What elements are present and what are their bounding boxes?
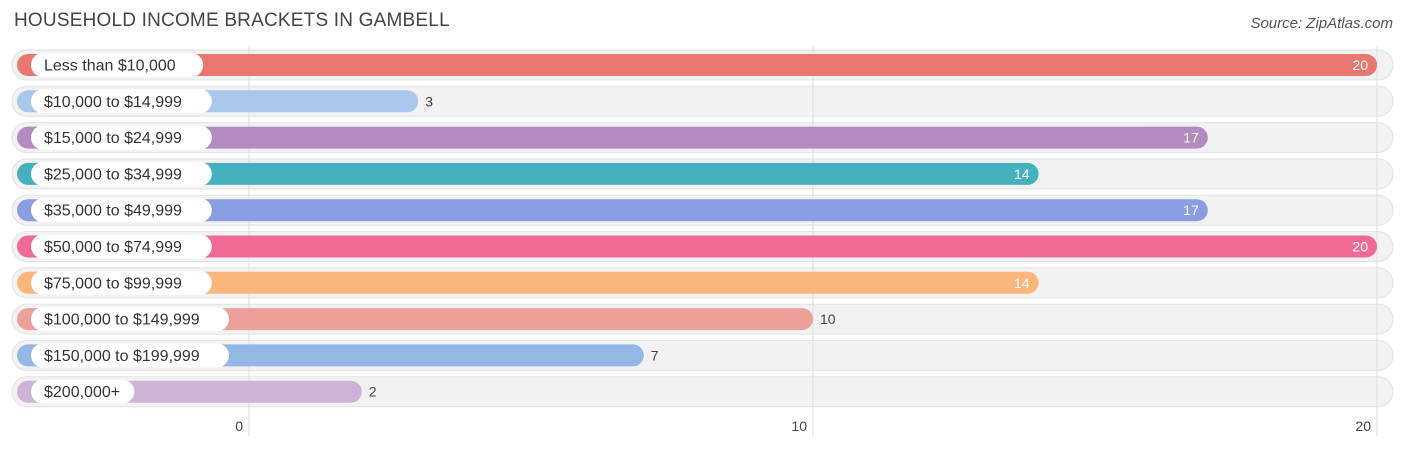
category-pill [31, 53, 204, 77]
value-label: 17 [1183, 202, 1199, 218]
category-label: $100,000 to $149,999 [44, 312, 200, 329]
bar [17, 162, 1039, 185]
category-pill [31, 307, 229, 332]
category-pill [31, 161, 212, 186]
bar [17, 126, 1208, 149]
category-pill [31, 89, 212, 114]
value-label: 2 [369, 384, 377, 400]
category-pill [31, 270, 212, 295]
bar [17, 271, 1039, 294]
category-label: $25,000 to $34,999 [44, 166, 182, 183]
category-label: Less than $10,000 [44, 58, 176, 75]
category-pill [31, 343, 229, 368]
bar [17, 235, 1377, 258]
chart-title: HOUSEHOLD INCOME BRACKETS IN GAMBELL [14, 10, 450, 31]
category-label: $10,000 to $14,999 [44, 94, 182, 111]
value-label: 14 [1014, 275, 1030, 291]
bar [17, 199, 1208, 222]
value-label: 14 [1014, 166, 1030, 182]
category-label: $15,000 to $24,999 [44, 130, 182, 147]
category-label: $35,000 to $49,999 [44, 203, 182, 220]
chart-source: Source: ZipAtlas.com [1250, 15, 1393, 32]
category-label: $150,000 to $199,999 [44, 348, 200, 365]
category-label: $200,000+ [44, 384, 120, 401]
value-label: 10 [820, 311, 836, 327]
category-pill [31, 234, 212, 259]
category-pill [31, 198, 212, 223]
value-label: 20 [1352, 57, 1368, 73]
category-label: $75,000 to $99,999 [44, 275, 182, 292]
category-label: $50,000 to $74,999 [44, 239, 182, 256]
value-label: 17 [1183, 130, 1199, 146]
value-label: 7 [651, 347, 659, 363]
category-pill [31, 125, 212, 150]
x-tick-label: 10 [791, 418, 807, 434]
value-label: 20 [1352, 239, 1368, 255]
category-pill [31, 379, 135, 404]
value-label: 3 [425, 93, 433, 109]
x-tick-label: 0 [235, 418, 243, 434]
bar [17, 54, 1377, 76]
x-tick-label: 20 [1355, 418, 1371, 434]
